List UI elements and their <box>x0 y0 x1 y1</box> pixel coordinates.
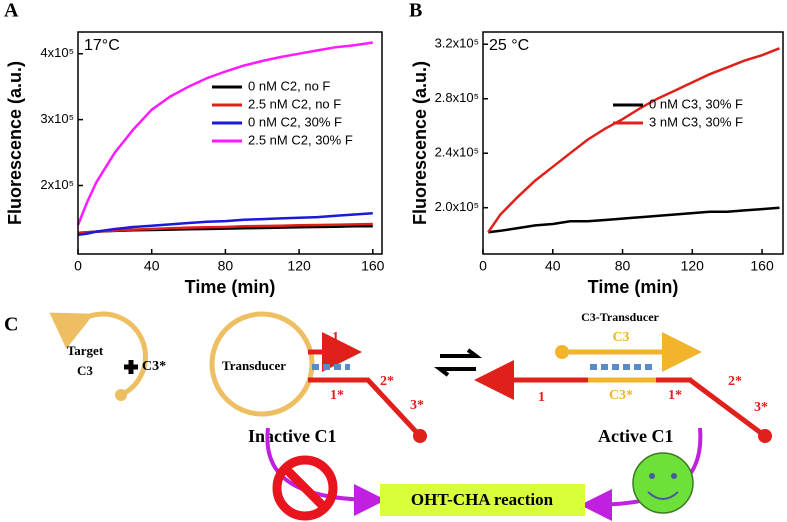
series-line <box>77 222 373 235</box>
legend-label: 0 nM C3, 30% F <box>649 96 743 111</box>
dot <box>758 429 772 443</box>
panel-label: A <box>4 0 19 22</box>
label: Transducer <box>222 358 286 373</box>
x-axis-label: Time (min) <box>185 277 276 297</box>
legend-label: 0 nM C2, 30% F <box>248 114 342 129</box>
x-tick-label: 80 <box>218 258 234 274</box>
label: C3* <box>609 388 633 403</box>
label: Inactive C1 <box>248 426 337 446</box>
y-tick-label: 3x10⁵ <box>40 111 74 126</box>
y-axis-label: Fluorescence (a.u.) <box>5 61 25 225</box>
label: 1 <box>538 390 545 405</box>
label: C3 <box>77 363 93 378</box>
y-axis-label: Fluorescence (a.u.) <box>410 61 430 225</box>
legend-label: 3 nM C3, 30% F <box>649 114 743 129</box>
label: 1 <box>332 330 339 345</box>
smiley <box>632 452 694 514</box>
x-tick-label: 160 <box>361 258 385 274</box>
label: 2* <box>728 374 742 389</box>
annotation: 17°C <box>84 37 120 54</box>
dot <box>413 429 427 443</box>
x-tick-label: 0 <box>479 258 487 274</box>
smiley-eye <box>671 473 677 479</box>
annotation: 25 °C <box>489 37 529 54</box>
x-axis-label: Time (min) <box>588 277 679 297</box>
label: 3* <box>754 400 768 415</box>
x-tick-label: 40 <box>545 258 561 274</box>
no-symbol <box>283 466 327 510</box>
x-tick-label: 40 <box>144 258 160 274</box>
no-symbol <box>272 455 338 521</box>
dot <box>115 389 127 401</box>
x-tick-label: 80 <box>615 258 631 274</box>
legend-label: 2.5 nM C2, 30% F <box>248 132 353 147</box>
legend-label: 2.5 nM C2, no F <box>248 96 341 111</box>
y-tick-label: 4x10⁵ <box>40 45 74 60</box>
y-tick-label: 3.2x10⁵ <box>435 36 479 51</box>
series-line <box>77 211 373 237</box>
y-tick-label: 2.8x10⁵ <box>435 90 479 105</box>
label: Target <box>67 343 104 358</box>
y-tick-label: 2.0x10⁵ <box>435 199 479 214</box>
series-line <box>487 47 780 233</box>
target-ring <box>49 311 148 398</box>
x-tick-label: 0 <box>74 258 82 274</box>
plot-frame <box>482 31 784 255</box>
legend-label: 0 nM C2, no F <box>248 78 330 93</box>
x-tick-label: 120 <box>287 258 311 274</box>
series-line <box>76 41 373 226</box>
y-tick-label: 2x10⁵ <box>40 177 74 192</box>
label: C3-Transducer <box>581 310 659 324</box>
label: OHT-CHA reaction <box>411 490 554 509</box>
x-tick-label: 120 <box>681 258 705 274</box>
plus <box>124 360 138 374</box>
series-line <box>488 206 780 234</box>
label: C3* <box>142 359 166 374</box>
strand <box>308 377 422 438</box>
label: 1* <box>330 388 344 403</box>
label: C3 <box>612 330 629 345</box>
strand <box>688 377 767 439</box>
smiley-mouth <box>647 491 679 500</box>
equilibrium <box>434 348 482 377</box>
label: 3* <box>410 398 424 413</box>
label: 2* <box>380 374 394 389</box>
panel-label: B <box>409 0 422 22</box>
plot-frame <box>77 31 383 255</box>
diagram: C Target C3 C3* Transducer 1 1* 2* 3* In… <box>4 310 772 521</box>
y-tick-label: 2.4x10⁵ <box>435 145 479 160</box>
reaction-box <box>380 484 585 516</box>
x-tick-label: 160 <box>750 258 774 274</box>
label: Active C1 <box>598 426 673 446</box>
dot <box>555 345 569 359</box>
panel-label: C <box>4 314 18 336</box>
smiley-eye <box>649 473 655 479</box>
connector <box>265 427 386 516</box>
label: 1* <box>668 388 682 403</box>
